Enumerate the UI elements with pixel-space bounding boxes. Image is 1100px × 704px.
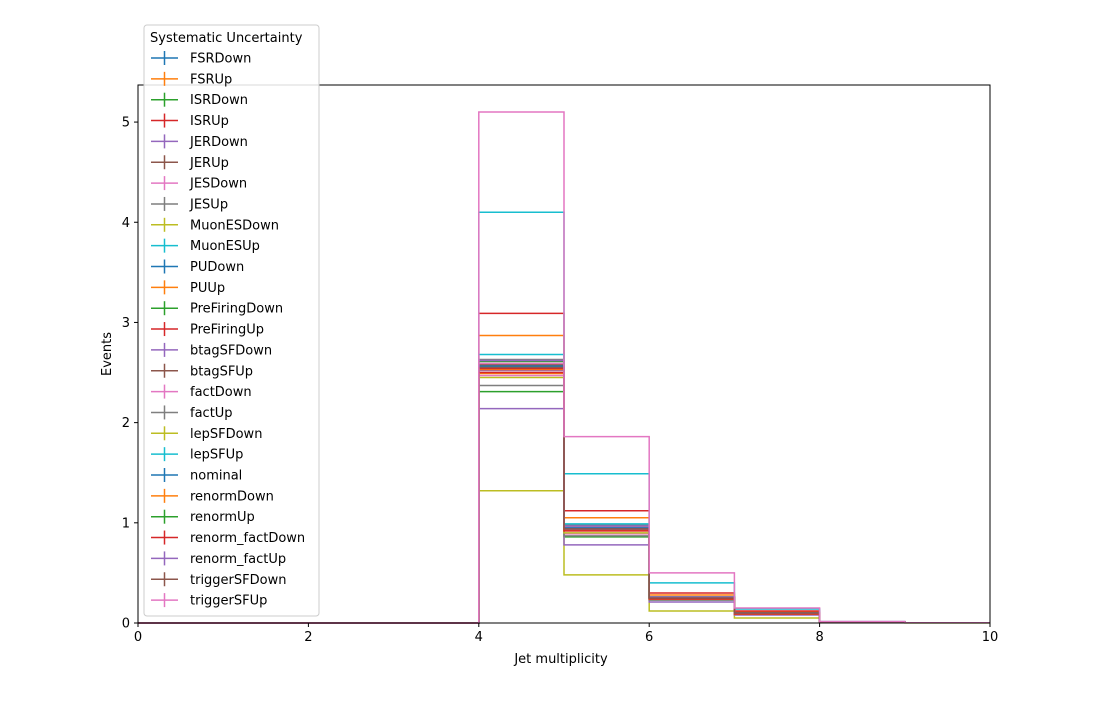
legend-entry: renormDown [151, 488, 274, 504]
y-axis-label: Events [100, 332, 115, 376]
legend-entry: btagSFDown [151, 342, 272, 358]
legend-entry: PreFiringDown [151, 301, 283, 317]
legend-entry: ISRDown [151, 92, 248, 108]
legend-label: factDown [190, 385, 252, 400]
legend-label: factUp [190, 406, 233, 421]
legend-label: triggerSFDown [190, 573, 286, 588]
y-tick-label: 2 [122, 416, 130, 431]
legend-box [143, 24, 320, 617]
legend-entry: PreFiringUp [151, 322, 264, 338]
legend-entry: FSRDown [151, 51, 251, 67]
legend-entry: MuonESDown [151, 217, 279, 233]
y-tick-label: 0 [122, 617, 130, 632]
legend: Systematic Uncertainty FSRDown FSRUp ISRDo… [143, 24, 320, 617]
legend-entry: JESUp [151, 196, 228, 212]
legend-label: renorm_factDown [190, 531, 305, 546]
legend-entries: FSRDown FSRUp ISRDown ISRUp JERDown JERUp JESD… [151, 51, 305, 609]
legend-label: ISRDown [190, 93, 248, 108]
y-tick-label: 1 [122, 516, 130, 531]
legend-entry: btagSFUp [151, 363, 253, 379]
legend-label: JERDown [189, 135, 248, 150]
legend-label: PUUp [190, 281, 225, 296]
y-tick-label: 3 [122, 316, 130, 331]
legend-label: triggerSFUp [190, 594, 267, 609]
legend-label: JESDown [189, 177, 247, 192]
legend-label: MuonESUp [190, 239, 260, 254]
x-tick-label: 6 [645, 630, 653, 645]
legend-entry: JERUp [151, 155, 229, 171]
x-tick-label: 2 [304, 630, 312, 645]
legend-entry: JESDown [151, 176, 247, 192]
legend-entry: renormUp [151, 509, 255, 525]
plot-frame [137, 84, 991, 624]
legend-label: renormUp [190, 510, 255, 525]
legend-entry: MuonESUp [151, 238, 260, 254]
legend-label: FSRDown [190, 52, 251, 67]
legend-label: MuonESDown [190, 218, 279, 233]
legend-entry: ISRUp [151, 113, 229, 129]
legend-entry: nominal [151, 468, 242, 484]
legend-label: PUDown [190, 260, 244, 275]
legend-label: PreFiringDown [190, 302, 283, 317]
legend-label: JERUp [189, 156, 229, 171]
x-axis-label: Jet multiplicity [513, 652, 608, 667]
legend-entry: JERDown [151, 134, 248, 150]
x-tick-label: 10 [982, 630, 999, 645]
legend-label: lepSFUp [190, 448, 243, 463]
legend-label: nominal [190, 469, 242, 484]
x-tick-label: 4 [475, 630, 483, 645]
legend-title: Systematic Uncertainty [150, 31, 303, 46]
legend-entry: renorm_factUp [151, 551, 286, 567]
axes-layer: 0 2 4 6 8 10 0 1 2 3 4 5 [122, 84, 999, 645]
legend-label: PreFiringUp [190, 323, 264, 338]
legend-label: JESUp [189, 197, 228, 212]
legend-entry: renorm_factDown [151, 530, 305, 546]
legend-label: FSRUp [190, 72, 232, 87]
legend-entry: factDown [151, 384, 252, 400]
legend-entry: PUUp [151, 280, 225, 296]
legend-entry: lepSFUp [151, 447, 243, 463]
legend-label: btagSFDown [190, 343, 272, 358]
x-tick-label: 0 [134, 630, 142, 645]
x-tick-label: 8 [815, 630, 823, 645]
y-tick-label: 4 [122, 216, 130, 231]
legend-entry: factUp [151, 405, 233, 421]
legend-entry: FSRUp [151, 71, 232, 87]
legend-label: lepSFDown [190, 427, 262, 442]
legend-entry: PUDown [151, 259, 244, 275]
legend-label: renormDown [190, 489, 274, 504]
legend-label: ISRUp [190, 114, 229, 129]
legend-label: renorm_factUp [190, 552, 286, 567]
legend-label: btagSFUp [190, 364, 253, 379]
legend-entry: triggerSFUp [151, 593, 267, 609]
legend-entry: triggerSFDown [151, 572, 286, 588]
legend-entry: lepSFDown [151, 426, 262, 442]
y-tick-label: 5 [122, 116, 130, 131]
